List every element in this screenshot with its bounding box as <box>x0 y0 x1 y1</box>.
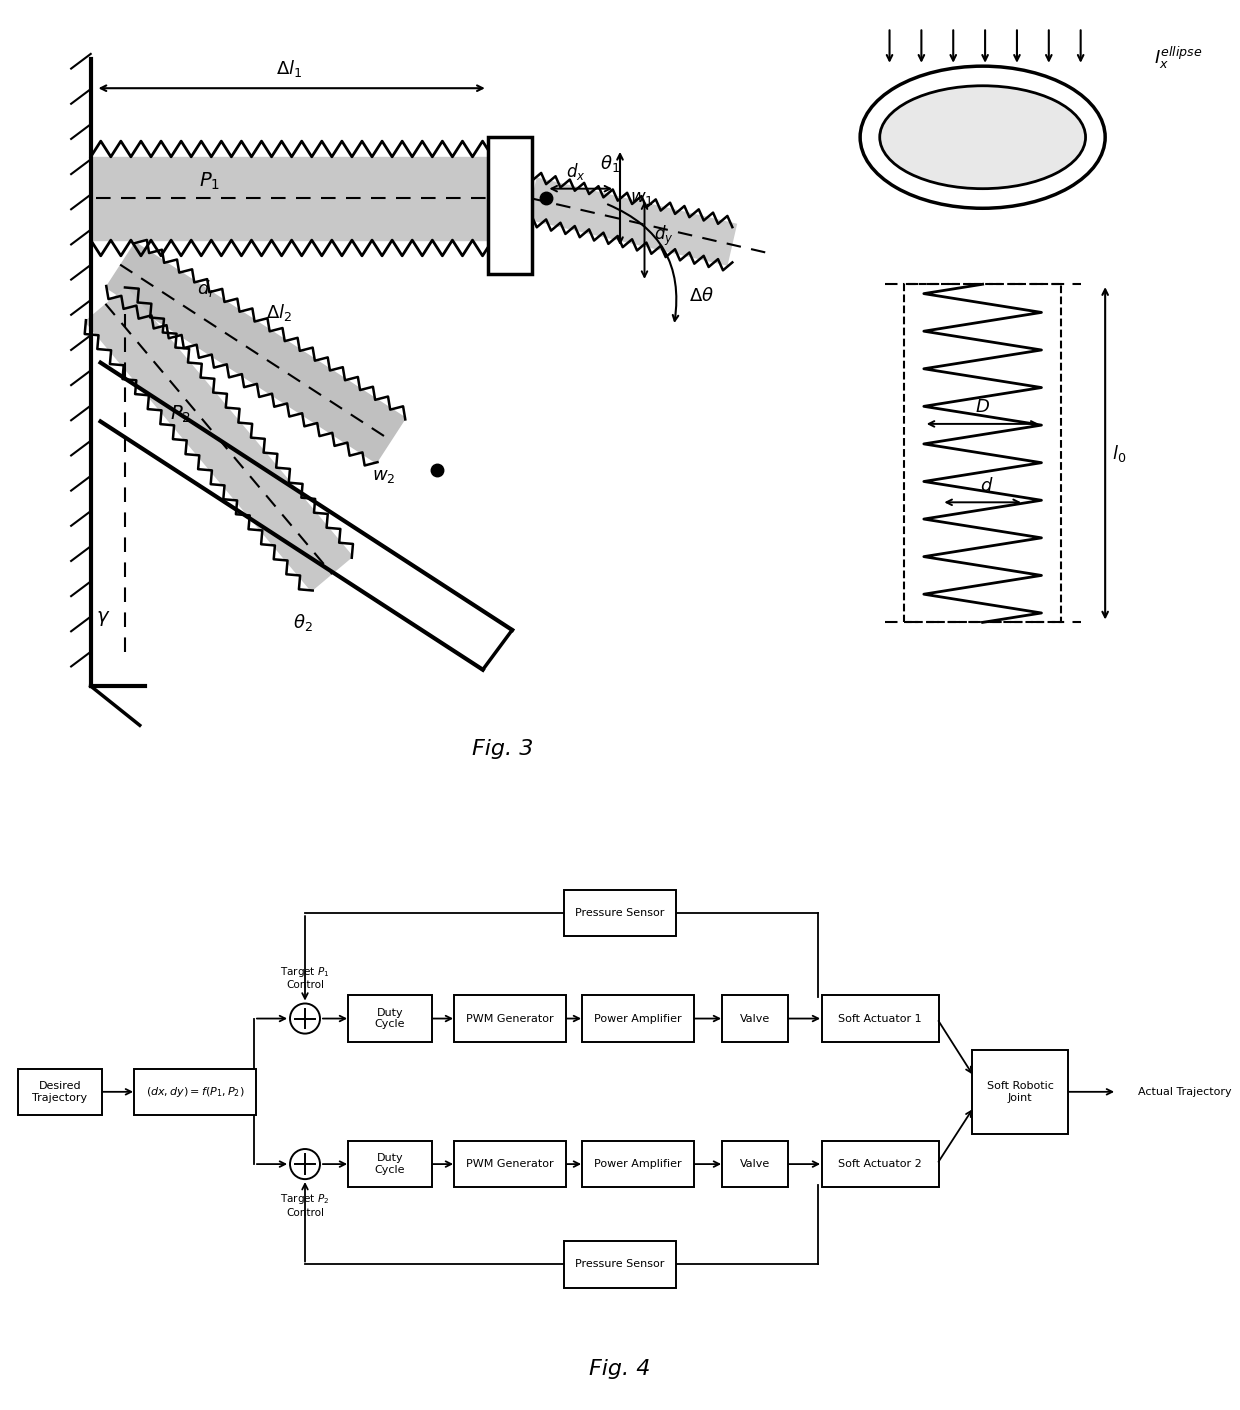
FancyBboxPatch shape <box>348 1141 432 1187</box>
FancyBboxPatch shape <box>454 1141 565 1187</box>
FancyBboxPatch shape <box>564 890 676 936</box>
Text: Duty
Cycle: Duty Cycle <box>374 1153 405 1175</box>
Text: $D$: $D$ <box>975 398 991 416</box>
Text: $P_2$: $P_2$ <box>170 403 191 424</box>
Text: Desired
Trajectory: Desired Trajectory <box>32 1081 88 1103</box>
FancyBboxPatch shape <box>19 1069 102 1115</box>
Polygon shape <box>84 286 353 592</box>
Text: $d$: $d$ <box>980 477 993 495</box>
FancyBboxPatch shape <box>582 1141 694 1187</box>
Circle shape <box>290 1149 320 1179</box>
Text: $w_2$: $w_2$ <box>372 467 396 485</box>
Text: $b$: $b$ <box>991 96 1003 114</box>
Polygon shape <box>105 241 407 464</box>
Text: $l_0$: $l_0$ <box>1112 443 1126 464</box>
FancyBboxPatch shape <box>972 1049 1068 1134</box>
Text: Target $P_1$
Control: Target $P_1$ Control <box>280 964 330 990</box>
Text: $a$: $a$ <box>1034 142 1045 161</box>
Text: Soft Actuator 2: Soft Actuator 2 <box>838 1159 921 1169</box>
Polygon shape <box>527 178 738 266</box>
Text: Valve: Valve <box>740 1159 770 1169</box>
FancyBboxPatch shape <box>722 1141 787 1187</box>
Text: Pressure Sensor: Pressure Sensor <box>575 1259 665 1269</box>
Text: Power Amplifier: Power Amplifier <box>594 1159 682 1169</box>
FancyBboxPatch shape <box>821 995 939 1042</box>
Polygon shape <box>91 157 492 240</box>
Text: Soft Robotic
Joint: Soft Robotic Joint <box>987 1081 1054 1103</box>
Text: Soft Actuator 1: Soft Actuator 1 <box>838 1014 921 1024</box>
Text: Valve: Valve <box>740 1014 770 1024</box>
Text: $\theta_2$: $\theta_2$ <box>293 612 312 633</box>
Text: $\gamma$: $\gamma$ <box>95 609 110 629</box>
Text: $d_r$: $d_r$ <box>197 278 216 299</box>
Text: $P_1$: $P_1$ <box>198 171 219 192</box>
Bar <box>904 285 1061 622</box>
Text: $I_x^{ellipse}$: $I_x^{ellipse}$ <box>1154 45 1203 70</box>
Circle shape <box>290 1004 320 1034</box>
Text: $w_1$: $w_1$ <box>630 189 653 207</box>
Text: $\Delta l_1$: $\Delta l_1$ <box>277 58 303 79</box>
FancyBboxPatch shape <box>821 1141 939 1187</box>
FancyBboxPatch shape <box>134 1069 255 1115</box>
Text: $d_y$: $d_y$ <box>655 223 673 248</box>
Ellipse shape <box>861 66 1105 209</box>
Text: Duty
Cycle: Duty Cycle <box>374 1008 405 1029</box>
Bar <box>487 137 532 275</box>
Text: Actual Trajectory: Actual Trajectory <box>1138 1087 1231 1097</box>
FancyBboxPatch shape <box>564 1241 676 1287</box>
Text: Fig. 4: Fig. 4 <box>589 1359 651 1379</box>
FancyBboxPatch shape <box>722 995 787 1042</box>
FancyBboxPatch shape <box>582 995 694 1042</box>
Text: PWM Generator: PWM Generator <box>466 1014 554 1024</box>
Ellipse shape <box>879 86 1085 189</box>
Text: Fig. 3: Fig. 3 <box>471 739 533 759</box>
Text: PWM Generator: PWM Generator <box>466 1159 554 1169</box>
FancyBboxPatch shape <box>454 995 565 1042</box>
Text: Power Amplifier: Power Amplifier <box>594 1014 682 1024</box>
Text: $\Delta\theta$: $\Delta\theta$ <box>688 288 713 306</box>
Text: $d_x$: $d_x$ <box>567 161 585 182</box>
Text: $(dx,dy)=f(P_1,P_2)$: $(dx,dy)=f(P_1,P_2)$ <box>145 1084 244 1098</box>
Text: $\theta_1$: $\theta_1$ <box>600 152 620 173</box>
FancyBboxPatch shape <box>348 995 432 1042</box>
Text: Pressure Sensor: Pressure Sensor <box>575 908 665 918</box>
Text: $\Delta l_2$: $\Delta l_2$ <box>265 302 291 323</box>
Text: Target $P_2$
Control: Target $P_2$ Control <box>280 1193 330 1218</box>
